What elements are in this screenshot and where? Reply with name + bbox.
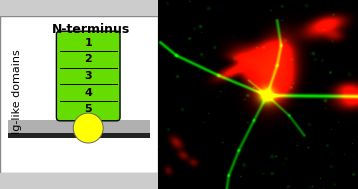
Text: 3: 3 <box>84 71 92 81</box>
Text: N-terminus: N-terminus <box>52 23 130 36</box>
Text: 2: 2 <box>84 54 92 64</box>
FancyBboxPatch shape <box>57 31 120 121</box>
Circle shape <box>73 113 103 143</box>
Bar <box>8 121 150 133</box>
Text: 4: 4 <box>84 88 92 98</box>
Text: 1: 1 <box>84 38 92 48</box>
Bar <box>8 133 150 138</box>
Bar <box>84 117 92 123</box>
Text: Ig-like domains: Ig-like domains <box>12 49 22 134</box>
Text: 5: 5 <box>84 104 92 114</box>
